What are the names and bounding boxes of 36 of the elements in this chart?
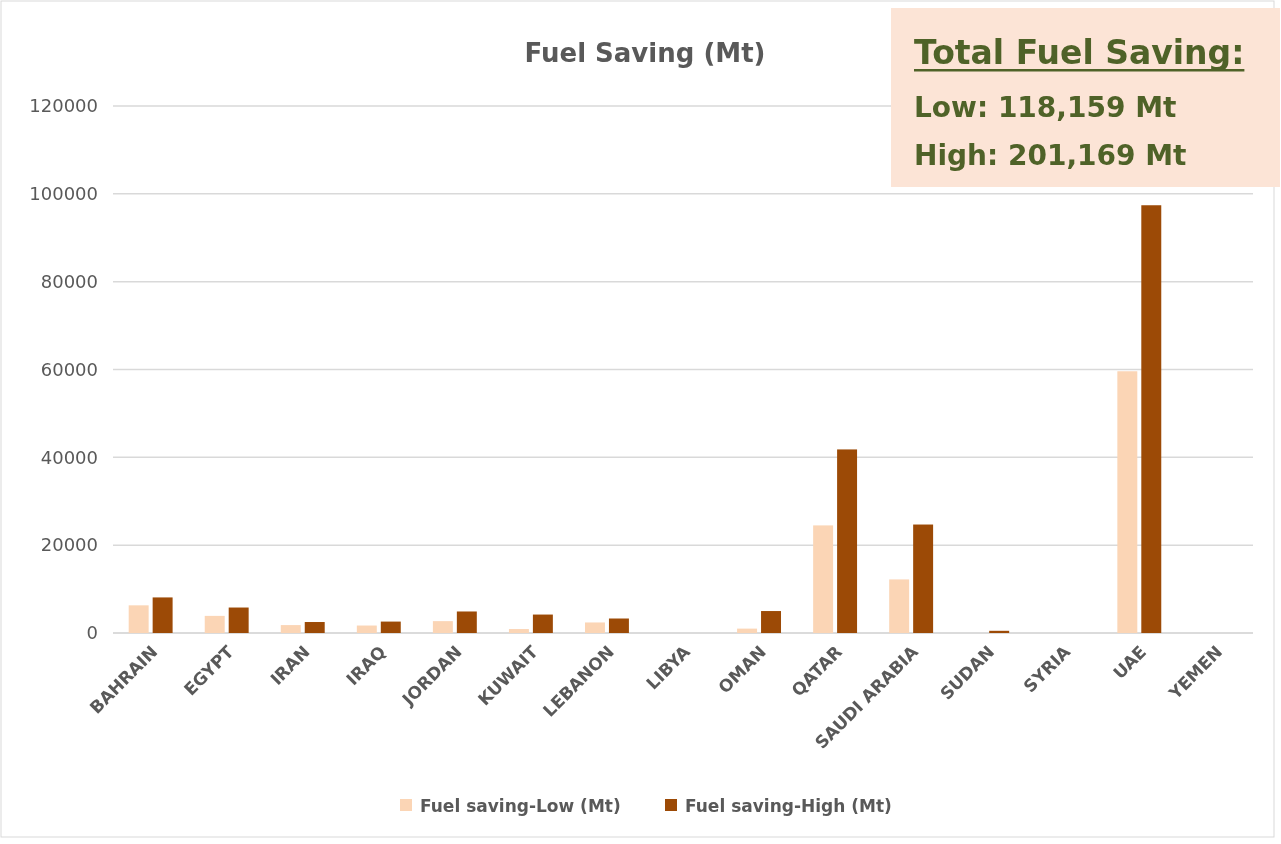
bar bbox=[989, 630, 1010, 633]
bar bbox=[813, 525, 834, 633]
bar bbox=[456, 611, 477, 633]
y-tick-label: 40000 bbox=[40, 446, 98, 468]
bar bbox=[128, 605, 149, 633]
annotation: High: 201,169 Mt bbox=[914, 139, 1187, 172]
y-tick-label: 100000 bbox=[29, 183, 98, 205]
bar bbox=[608, 618, 629, 633]
bar bbox=[889, 579, 910, 633]
bar bbox=[432, 621, 453, 633]
bar bbox=[837, 449, 858, 633]
bar bbox=[532, 614, 553, 633]
y-tick-label: 120000 bbox=[29, 95, 98, 117]
bar bbox=[737, 628, 758, 633]
y-tick-label: 80000 bbox=[40, 270, 98, 292]
bar bbox=[152, 597, 173, 633]
bar bbox=[584, 622, 605, 633]
bar bbox=[280, 625, 301, 633]
chart-title: Fuel Saving (Mt) bbox=[524, 38, 766, 68]
legend-label: Fuel saving-Low (Mt) bbox=[420, 796, 621, 816]
bar bbox=[304, 622, 325, 633]
bar bbox=[913, 524, 934, 633]
bar bbox=[204, 615, 225, 633]
bar bbox=[356, 625, 377, 633]
bar bbox=[1141, 205, 1162, 633]
y-tick-label: 60000 bbox=[40, 358, 98, 380]
y-tick-label: 0 bbox=[86, 622, 98, 644]
bar bbox=[761, 611, 782, 633]
bar bbox=[508, 629, 529, 633]
annotation: Low: 118,159 Mt bbox=[914, 91, 1177, 124]
legend-label: Fuel saving-High (Mt) bbox=[685, 796, 892, 816]
y-tick-label: 20000 bbox=[40, 534, 98, 556]
bar bbox=[380, 621, 401, 633]
text: Total Fuel Saving: bbox=[914, 33, 1245, 72]
bar bbox=[1117, 371, 1138, 633]
bar bbox=[228, 607, 249, 633]
